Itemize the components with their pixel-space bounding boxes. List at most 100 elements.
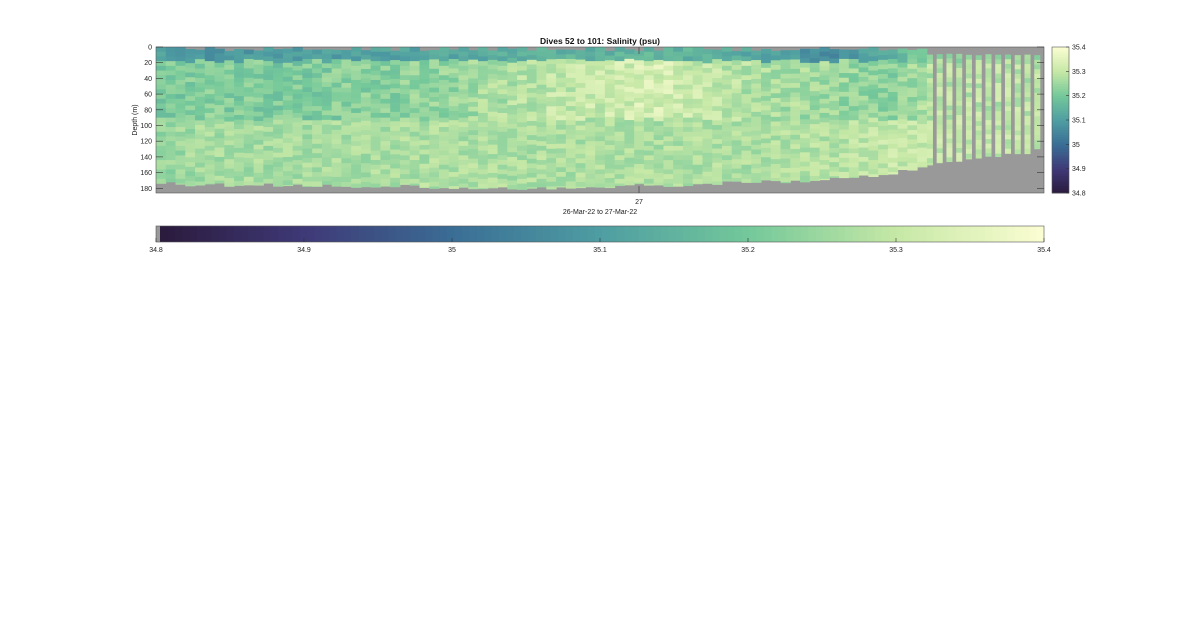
heatmap-cell (507, 114, 518, 120)
heatmap-cell (682, 122, 694, 128)
heatmap-cell (507, 161, 518, 167)
heatmap-cell (956, 115, 963, 121)
heatmap-cell (897, 95, 908, 101)
heatmap-cell (292, 103, 303, 109)
heatmap-cell (809, 62, 821, 68)
heatmap-cell (214, 128, 225, 134)
heatmap-cell (468, 186, 479, 190)
heatmap-cell (887, 172, 899, 175)
heatmap-cell (263, 79, 274, 86)
heatmap-cell (634, 69, 645, 75)
heatmap-cell (819, 79, 830, 86)
colorbar-swatch (727, 226, 735, 242)
heatmap-cell (517, 174, 528, 180)
heatmap-cell (614, 174, 625, 180)
heatmap-cell (214, 91, 225, 97)
colorbar-swatch (579, 226, 588, 242)
colorbar-tick-label: 35.1 (1072, 118, 1086, 125)
heatmap-cell (195, 77, 206, 84)
heatmap-cell (487, 172, 499, 179)
heatmap-cell (380, 94, 391, 100)
heatmap-cell (487, 92, 499, 98)
heatmap-cell (556, 68, 567, 74)
colorbar-swatch (1021, 226, 1030, 242)
heatmap-cell (995, 106, 1002, 112)
heatmap-cell (556, 110, 567, 116)
heatmap-cell (292, 164, 303, 170)
heatmap-cell (917, 119, 928, 125)
heatmap-cell (312, 186, 323, 187)
heatmap-cell (663, 47, 674, 53)
heatmap-cell (185, 147, 196, 154)
heatmap-cell (604, 182, 616, 188)
heatmap-cell (692, 112, 703, 119)
heatmap-cell (399, 61, 411, 67)
heatmap-cell (429, 172, 440, 178)
heatmap-cell (195, 54, 206, 60)
heatmap-cell (575, 182, 586, 188)
heatmap-cell (702, 152, 713, 158)
heatmap-cell (712, 134, 723, 140)
heatmap-cell (526, 177, 538, 183)
heatmap-cell (673, 160, 684, 166)
heatmap-cell (868, 150, 879, 156)
heatmap-cell (175, 79, 186, 86)
heatmap-cell (478, 65, 489, 71)
heatmap-cell (263, 61, 274, 67)
heatmap-cell (809, 48, 821, 54)
heatmap-cell (341, 111, 352, 117)
heatmap-cell (624, 148, 635, 154)
heatmap-cell (419, 55, 430, 61)
heatmap-cell (585, 108, 596, 114)
heatmap-cell (917, 138, 928, 144)
heatmap-cell (1024, 97, 1031, 103)
heatmap-cell (712, 176, 723, 182)
heatmap-cell (224, 130, 235, 137)
heatmap-cell (165, 155, 177, 161)
heatmap-cell (429, 73, 440, 79)
heatmap-cell (741, 89, 752, 95)
heatmap-cell (399, 98, 411, 104)
heatmap-cell (692, 70, 703, 76)
heatmap-cell (351, 84, 362, 90)
heatmap-cell (780, 97, 791, 103)
heatmap-cell (429, 162, 440, 169)
heatmap-cell (185, 105, 196, 111)
heatmap-cell (800, 100, 811, 106)
heatmap-cell (360, 144, 372, 150)
heatmap-cell (497, 94, 508, 100)
heatmap-cell (946, 129, 953, 135)
heatmap-cell (556, 186, 567, 188)
heatmap-cell (614, 94, 625, 100)
heatmap-cell (565, 134, 577, 140)
heatmap-cell (1024, 129, 1031, 136)
colorbar-swatch (513, 226, 522, 242)
colorbar-swatch (410, 226, 419, 242)
heatmap-cell (351, 145, 362, 152)
heatmap-cell (907, 153, 918, 159)
heatmap-cell (682, 98, 694, 104)
heatmap-cell (409, 51, 420, 57)
heatmap-cell (204, 183, 216, 185)
heatmap-cell (887, 63, 899, 69)
heatmap-cell (721, 145, 733, 152)
heatmap-cell (848, 134, 860, 140)
heatmap-cell (800, 142, 811, 149)
heatmap-cell (253, 144, 264, 150)
heatmap-cell (858, 138, 869, 144)
heatmap-cell (282, 180, 294, 186)
heatmap-cell (585, 174, 596, 180)
heatmap-cell (946, 110, 953, 116)
heatmap-cell (1014, 139, 1021, 146)
heatmap-cell (380, 61, 391, 67)
heatmap-cell (809, 86, 821, 92)
colorbar-swatch (624, 226, 632, 242)
heatmap-cell (926, 106, 933, 112)
heatmap-cell (829, 129, 840, 135)
heatmap-cell (468, 139, 479, 145)
heatmap-cell (995, 59, 1002, 65)
heatmap-cell (956, 53, 963, 59)
heatmap-cell (751, 140, 762, 146)
heatmap-cell (604, 50, 616, 56)
heatmap-cell (390, 50, 401, 56)
